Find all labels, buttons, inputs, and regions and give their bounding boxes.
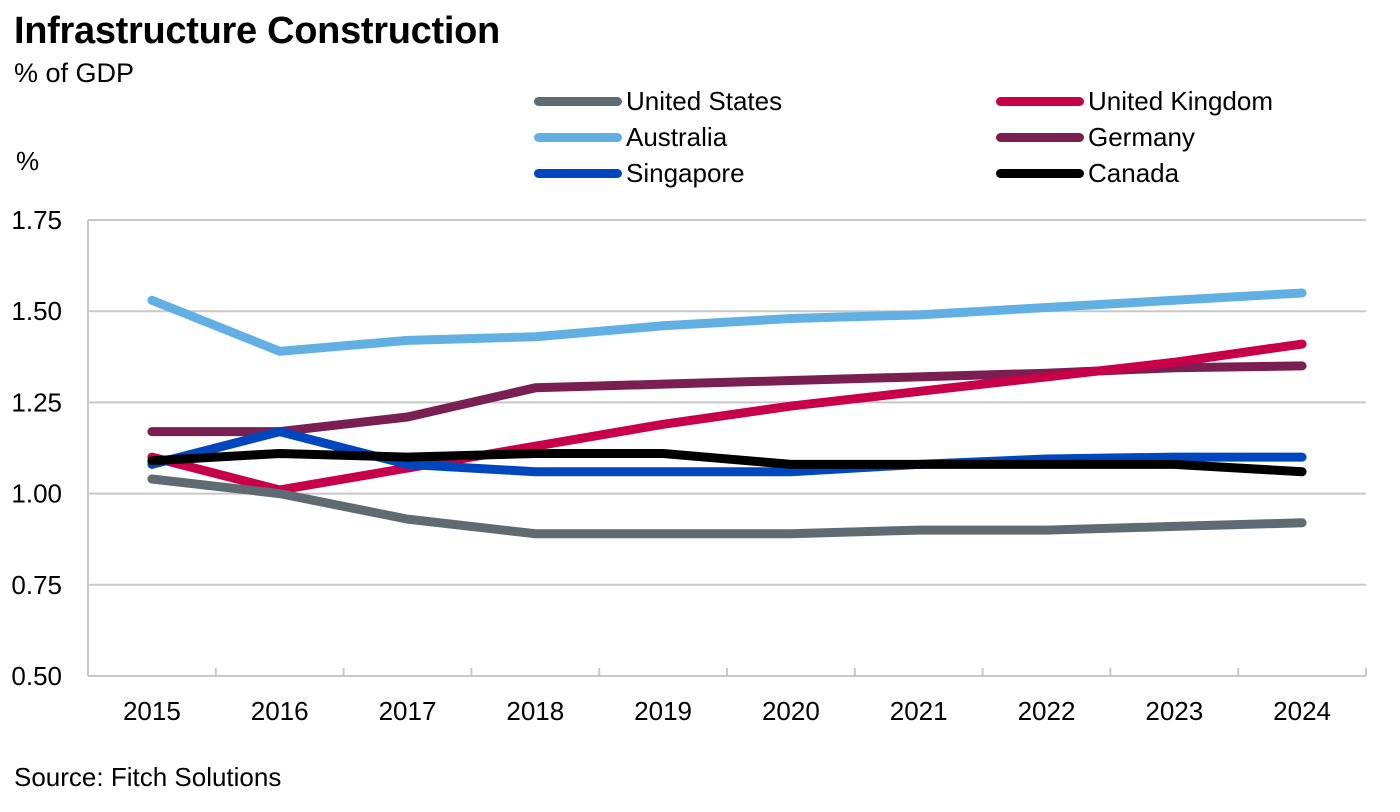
- y-tick-label: 1.75: [11, 205, 62, 235]
- series-line-germany: [147, 361, 1307, 437]
- y-tick-label: 0.75: [11, 570, 62, 600]
- legend-item: Australia: [534, 122, 727, 152]
- legend-swatch: [996, 168, 1084, 178]
- source-note: Source: Fitch Solutions: [14, 762, 282, 792]
- legend-label: Germany: [1088, 121, 1195, 152]
- x-tick-labels: 2015 2016 2017 2018 2019 2020 2021 2022 2023 2024: [123, 696, 1331, 726]
- chart-title: Infrastructure Construction: [14, 10, 500, 52]
- legend-item: Singapore: [534, 158, 745, 188]
- legend-label: Singapore: [626, 157, 745, 188]
- x-tick-label: 2017: [379, 696, 437, 726]
- legend-item: United States: [534, 86, 782, 116]
- y-tick-labels: 0.50 0.75 1.00 1.25 1.50 1.75: [11, 205, 62, 691]
- series-lines: [147, 288, 1307, 539]
- series-line-canada: [147, 448, 1307, 477]
- y-tick-label: 0.50: [11, 661, 62, 691]
- y-tick-label: 1.50: [11, 296, 62, 326]
- legend-label: United Kingdom: [1088, 85, 1273, 116]
- y-axis-label: %: [16, 146, 40, 176]
- x-tick-label: 2021: [890, 696, 948, 726]
- x-tick-label: 2024: [1273, 696, 1331, 726]
- legend-item: United Kingdom: [996, 86, 1273, 116]
- series-line-australia: [147, 288, 1307, 356]
- legend-label: Australia: [626, 121, 728, 152]
- legend-label: Canada: [1088, 157, 1180, 188]
- legend-swatch: [996, 132, 1084, 142]
- y-tick-label: 1.00: [11, 479, 62, 509]
- legend-label: United States: [626, 85, 783, 116]
- x-tick-label: 2019: [634, 696, 692, 726]
- legend-item: Canada: [996, 158, 1179, 188]
- series-line-united-kingdom: [147, 339, 1307, 495]
- axes: [87, 220, 1367, 677]
- x-tick-label: 2022: [1018, 696, 1076, 726]
- chart-subtitle: % of GDP: [14, 58, 135, 88]
- x-tick-label: 2015: [123, 696, 181, 726]
- x-tick-label: 2018: [506, 696, 564, 726]
- x-tick-label: 2020: [762, 696, 820, 726]
- x-tick-label: 2023: [1145, 696, 1203, 726]
- y-tick-label: 1.25: [11, 387, 62, 417]
- legend-swatch: [534, 96, 622, 106]
- x-tick-label: 2016: [251, 696, 309, 726]
- legend-swatch: [534, 168, 622, 178]
- legend-swatch: [534, 132, 622, 142]
- legend-item: Germany: [996, 122, 1195, 152]
- series-line-singapore: [147, 427, 1307, 477]
- series-line-united-states: [147, 474, 1307, 539]
- legend-swatch: [996, 96, 1084, 106]
